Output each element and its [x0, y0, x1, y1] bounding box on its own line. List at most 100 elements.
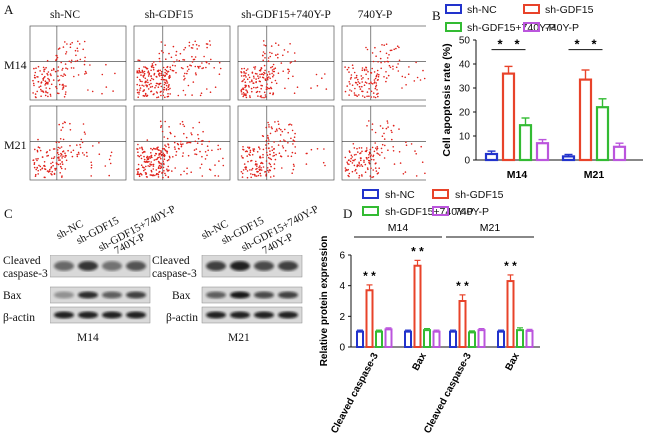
flow-dot [271, 146, 273, 148]
flow-dot [189, 141, 192, 144]
flow-dot [174, 167, 176, 169]
flow-dot [245, 168, 247, 170]
flow-dot [63, 73, 65, 75]
flow-dot [419, 79, 422, 81]
flow-dot [156, 172, 158, 175]
flow-dot [376, 89, 378, 91]
flow-dot [373, 150, 376, 153]
flow-dot [34, 148, 36, 151]
flow-dot [49, 93, 52, 96]
flow-dot [264, 57, 266, 59]
flow-dot [45, 81, 48, 84]
flow-dot [254, 66, 257, 68]
flow-dot [37, 138, 39, 141]
flow-dot [265, 88, 268, 90]
flow-dot [154, 154, 156, 157]
flow-dot [61, 157, 63, 159]
flow-dot [375, 74, 378, 77]
flow-dot [165, 88, 168, 90]
y-tick-label: 2 [339, 312, 345, 323]
blot-band [102, 261, 122, 271]
blot-label: Cleaved caspase-3 [3, 255, 48, 280]
flow-dot [268, 126, 270, 128]
flow-dot [404, 171, 407, 173]
flow-dot [399, 162, 402, 164]
flow-dot [84, 73, 86, 75]
flow-dot [371, 123, 374, 125]
flow-dot [138, 175, 141, 178]
flow-dot [264, 78, 266, 80]
flow-dot [36, 167, 38, 169]
flow-dot [387, 126, 389, 128]
flow-dot [165, 84, 168, 87]
flow-dot [199, 150, 201, 153]
flow-dot [214, 174, 216, 177]
flow-dot [160, 72, 162, 75]
flow-dot [344, 167, 347, 169]
flow-dot [240, 155, 243, 157]
flow-dot [160, 74, 163, 76]
flow-dot [54, 167, 56, 170]
flow-dot [245, 94, 247, 97]
flow-dot [310, 87, 312, 89]
flow-dot [353, 159, 355, 162]
flow-dot [281, 130, 284, 133]
flow-dot [167, 144, 170, 146]
flow-dot [172, 156, 174, 158]
legend-swatch [523, 22, 540, 32]
flow-dot [375, 82, 378, 84]
flow-dot [275, 153, 277, 156]
flow-dot [162, 51, 164, 54]
flow-dot [284, 87, 286, 90]
flow-dot [382, 127, 384, 130]
flow-dot [209, 44, 212, 46]
flow-dot [188, 68, 190, 71]
flow-dot [152, 168, 155, 170]
flow-dot [260, 87, 262, 90]
flow-dot [162, 78, 164, 81]
flow-dot [372, 169, 375, 171]
flow-dot [43, 164, 46, 167]
flow-dot [373, 79, 376, 81]
flow-dot [139, 89, 141, 91]
flow-dot [49, 168, 51, 171]
flow-dot [269, 150, 271, 152]
flow-plot [133, 105, 231, 181]
flow-dot [62, 46, 65, 48]
flow-dot [33, 166, 36, 169]
flow-dot [162, 91, 164, 93]
flow-dot [184, 72, 186, 75]
flow-dot [259, 76, 261, 78]
flow-dot [49, 95, 52, 97]
sig-star: * [514, 37, 520, 52]
flow-dot [105, 86, 108, 88]
flow-dot [415, 153, 418, 155]
flow-dot [206, 145, 209, 147]
flow-dot [282, 147, 285, 149]
flow-dot [79, 58, 82, 61]
flow-dot [422, 69, 424, 72]
flow-dot [188, 45, 191, 47]
flow-dot [137, 59, 139, 61]
flow-dot [383, 76, 385, 78]
flow-dot [34, 93, 37, 95]
flow-dot [357, 78, 359, 81]
flow-dot [57, 153, 60, 156]
flow-dot [360, 164, 363, 166]
flow-plot [29, 25, 127, 101]
flow-dot [69, 129, 72, 131]
flow-dot [157, 176, 160, 178]
flow-dot [240, 71, 243, 74]
flow-dot [415, 175, 418, 177]
flow-dot [380, 147, 383, 150]
flow-dot [374, 87, 377, 90]
flow-dot [358, 177, 360, 179]
flow-dot [74, 60, 77, 63]
flow-dot [59, 172, 61, 174]
flow-dot [186, 65, 189, 68]
flow-dot [241, 176, 244, 178]
flow-dot [243, 71, 245, 73]
flow-dot [56, 151, 59, 154]
legend-label: sh-NC [467, 4, 497, 16]
flow-dot [261, 162, 264, 165]
